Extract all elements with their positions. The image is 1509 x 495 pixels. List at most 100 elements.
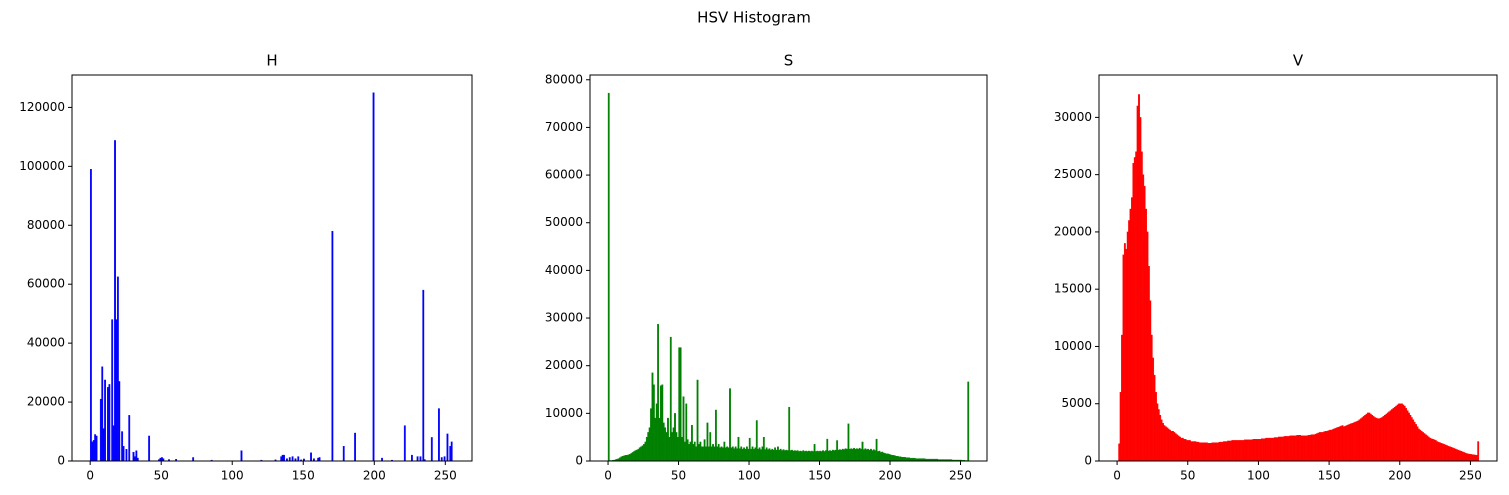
histogram-bar xyxy=(1285,436,1287,462)
histogram-bar xyxy=(1374,417,1376,462)
histogram-bar xyxy=(864,448,867,462)
histogram-bar xyxy=(1170,431,1173,462)
histogram-bar xyxy=(865,449,868,462)
histogram-bar xyxy=(1146,231,1149,462)
histogram-bar xyxy=(1393,406,1396,462)
histogram-bar xyxy=(1215,442,1218,462)
histogram-bar xyxy=(1222,441,1225,462)
histogram-bar xyxy=(724,447,727,462)
histogram-bar xyxy=(760,449,762,462)
histogram-bar xyxy=(1396,404,1399,462)
histogram-bar xyxy=(411,454,413,462)
histogram-bar xyxy=(1338,426,1341,462)
histogram-bar xyxy=(870,448,872,462)
histogram-bar xyxy=(1229,440,1232,462)
histogram-bar xyxy=(1163,425,1166,462)
histogram-bar xyxy=(746,446,748,462)
histogram-bar xyxy=(805,450,808,462)
histogram-bar xyxy=(1415,424,1417,462)
histogram-bar xyxy=(1419,429,1422,462)
y-tick-label: 20000 xyxy=(27,395,65,409)
histogram-bar xyxy=(1186,440,1188,462)
histogram-bar xyxy=(855,448,858,462)
histogram-bar xyxy=(422,289,425,462)
histogram-bar xyxy=(627,454,630,462)
histogram-bar xyxy=(836,440,839,462)
histogram-bar xyxy=(826,438,829,462)
histogram-bar xyxy=(793,450,796,462)
axes: 0 50 100 150 200 250 0 20000 40000 60000 80000 1000… xyxy=(19,52,473,483)
histogram-bar xyxy=(1132,162,1135,462)
histogram-bar xyxy=(1191,441,1194,462)
histogram-bar xyxy=(1172,431,1174,462)
histogram-bar xyxy=(902,456,905,462)
histogram-bar xyxy=(1293,435,1296,462)
histogram-bar xyxy=(1386,412,1389,462)
histogram-bar xyxy=(1167,428,1170,462)
histogram-bar xyxy=(830,450,833,462)
histogram-bar xyxy=(774,447,777,462)
histogram-bar xyxy=(636,449,638,462)
x-tick-label: 200 xyxy=(1388,469,1411,483)
histogram-bar xyxy=(1156,403,1159,462)
histogram-bar xyxy=(834,449,837,462)
histogram-bar xyxy=(1399,403,1402,462)
histogram-bar xyxy=(1217,442,1220,462)
histogram-bar xyxy=(1345,425,1348,462)
histogram-bar xyxy=(685,403,688,462)
histogram-bar xyxy=(669,336,672,462)
histogram-bar xyxy=(755,420,758,462)
histogram-bar xyxy=(1245,439,1248,462)
histogram-bar xyxy=(403,425,406,462)
histogram-bar xyxy=(829,450,831,462)
histogram-bar xyxy=(899,456,902,462)
histogram-bar xyxy=(1382,416,1385,462)
histogram-bar xyxy=(128,415,131,462)
histogram-bar xyxy=(1225,441,1228,462)
histogram-bar xyxy=(1261,438,1263,462)
histogram-bar xyxy=(631,452,634,462)
histogram-bar xyxy=(1179,436,1181,462)
histogram-bar xyxy=(894,455,896,462)
histogram-bar xyxy=(1334,428,1337,462)
histogram-bar xyxy=(816,450,819,462)
histogram-bar xyxy=(1218,441,1221,462)
histogram-bar xyxy=(240,450,243,462)
y-tick-label: 50000 xyxy=(545,215,583,229)
histogram-bar xyxy=(1422,432,1424,462)
histogram-bar xyxy=(102,428,105,462)
histogram-bar xyxy=(108,384,111,462)
histogram-bar xyxy=(99,398,102,462)
histogram-bar xyxy=(1177,435,1180,462)
histogram-bar xyxy=(712,444,714,462)
histogram-bar xyxy=(1402,404,1405,462)
histogram-bar xyxy=(92,440,95,462)
histogram-bar xyxy=(1337,427,1340,462)
histogram-bar xyxy=(1437,441,1440,462)
y-tick-label: 70000 xyxy=(545,120,583,134)
histogram-bar xyxy=(1367,412,1369,462)
histogram-bar xyxy=(1272,437,1275,462)
histogram-bar xyxy=(1385,413,1388,462)
x-tick-label: 250 xyxy=(1459,469,1482,483)
histogram-bar xyxy=(789,450,792,462)
x-tick-label: 250 xyxy=(949,469,972,483)
y-tick-label: 5000 xyxy=(1061,396,1092,410)
histogram-bar xyxy=(1133,157,1136,462)
histogram-bar xyxy=(1409,414,1412,462)
histogram-bar xyxy=(815,451,817,462)
histogram-bar xyxy=(771,448,774,462)
histogram-bar xyxy=(1378,418,1381,462)
histogram-bar xyxy=(1237,440,1239,462)
y-tick-label: 0 xyxy=(1084,454,1092,468)
histogram-bar xyxy=(1359,418,1362,462)
histogram-bar xyxy=(847,423,850,462)
histogram-bar xyxy=(1376,418,1379,462)
histogram-bar xyxy=(1252,439,1255,462)
histogram-bar xyxy=(291,456,294,462)
histogram-bar xyxy=(703,439,706,462)
histogram-bar xyxy=(1327,430,1330,462)
histogram-bar xyxy=(717,444,720,462)
histogram-bar xyxy=(696,379,699,462)
